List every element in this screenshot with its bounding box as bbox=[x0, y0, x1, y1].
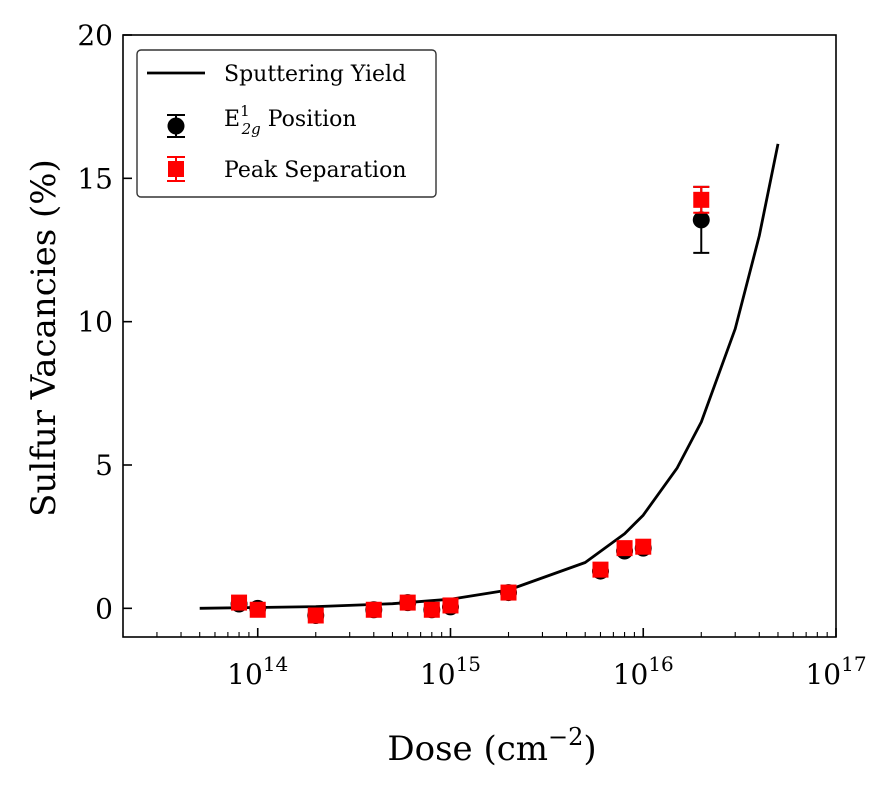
series-line-sputtering-yield bbox=[199, 143, 780, 610]
x-tick-label: 1017 bbox=[805, 652, 866, 691]
peak-separation-point bbox=[423, 601, 440, 618]
legend-marker-e2g-position bbox=[167, 114, 185, 138]
y-tick-label: 5 bbox=[95, 449, 113, 482]
y-tick-label: 15 bbox=[77, 162, 113, 195]
y-tick-label: 10 bbox=[77, 306, 113, 339]
legend-label-peak-separation: Peak Separation bbox=[224, 158, 407, 183]
legend-marker-peak-separation bbox=[167, 156, 185, 182]
legend: Sputtering Yield E1 2g Position Peak Sepa… bbox=[136, 49, 437, 198]
legend-label-sputtering-yield: Sputtering Yield bbox=[224, 62, 406, 87]
peak-separation-point bbox=[616, 540, 633, 557]
peak-separation-marker bbox=[307, 607, 324, 624]
x-axis-label: Dose (cm−2) bbox=[387, 723, 596, 769]
x-tick-label: 1015 bbox=[420, 652, 481, 691]
peak-separation-point bbox=[307, 607, 324, 624]
peak-separation-point bbox=[693, 185, 710, 214]
peak-separation-point bbox=[635, 538, 652, 555]
peak-separation-point bbox=[500, 584, 517, 601]
peak-separation-marker bbox=[693, 191, 710, 208]
peak-separation-marker bbox=[616, 540, 633, 557]
peak-separation-marker bbox=[592, 561, 609, 578]
peak-separation-marker bbox=[249, 601, 266, 618]
legend-frame bbox=[136, 49, 437, 198]
x-tick-label: 1016 bbox=[613, 652, 674, 691]
e2g-position-marker bbox=[692, 211, 710, 229]
peak-separation-point bbox=[231, 594, 248, 611]
peak-separation-point bbox=[442, 597, 459, 614]
peak-separation-point bbox=[592, 561, 609, 578]
peak-separation-marker bbox=[500, 584, 517, 601]
peak-separation-point bbox=[365, 601, 382, 618]
peak-separation-marker bbox=[365, 601, 382, 618]
peak-separation-marker bbox=[399, 594, 416, 611]
peak-separation-marker bbox=[231, 594, 248, 611]
peak-separation-point bbox=[399, 594, 416, 611]
y-tick-label: 0 bbox=[95, 592, 113, 625]
peak-separation-marker bbox=[442, 597, 459, 614]
legend-label-e2g-position: E1 2g Position bbox=[224, 102, 357, 138]
peak-separation-marker bbox=[635, 538, 652, 555]
plot-frame bbox=[122, 34, 837, 638]
x-tick-label: 1014 bbox=[227, 652, 288, 691]
y-tick-label: 20 bbox=[77, 19, 113, 52]
plot-layer bbox=[199, 143, 780, 624]
peak-separation-marker bbox=[423, 601, 440, 618]
y-axis-label: Sulfur Vacancies (%) bbox=[24, 159, 64, 517]
peak-separation-point bbox=[249, 601, 266, 618]
